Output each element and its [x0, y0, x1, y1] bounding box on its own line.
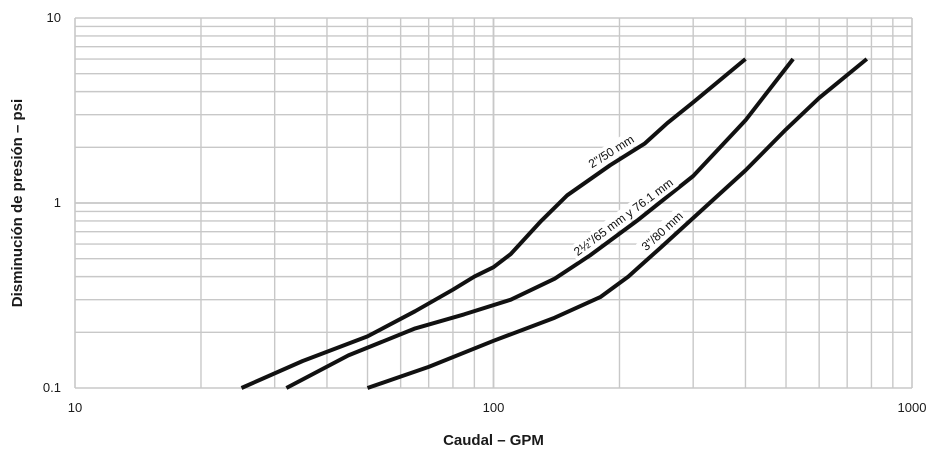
x-tick-label: 10: [68, 400, 82, 415]
curve-label-background: [582, 129, 640, 174]
x-tick-label: 100: [483, 400, 505, 415]
tick-labels: 10 100 1000 0.1 1 10: [43, 10, 927, 415]
y-tick-label: 10: [47, 10, 61, 25]
y-tick-label: 0.1: [43, 380, 61, 395]
x-tick-label: 1000: [898, 400, 927, 415]
series-line-2: [285, 57, 795, 390]
y-tick-label: 1: [54, 195, 61, 210]
series-lines: [240, 57, 869, 390]
series-line-1: [240, 57, 747, 390]
grid: [74, 17, 913, 389]
y-axis-title: Disminución de presión – psi: [9, 99, 26, 307]
curve-label-background: [568, 172, 679, 262]
curve-label-background: [635, 206, 689, 257]
series-line-3: [366, 57, 869, 390]
x-axis-title: Caudal – GPM: [443, 432, 544, 449]
